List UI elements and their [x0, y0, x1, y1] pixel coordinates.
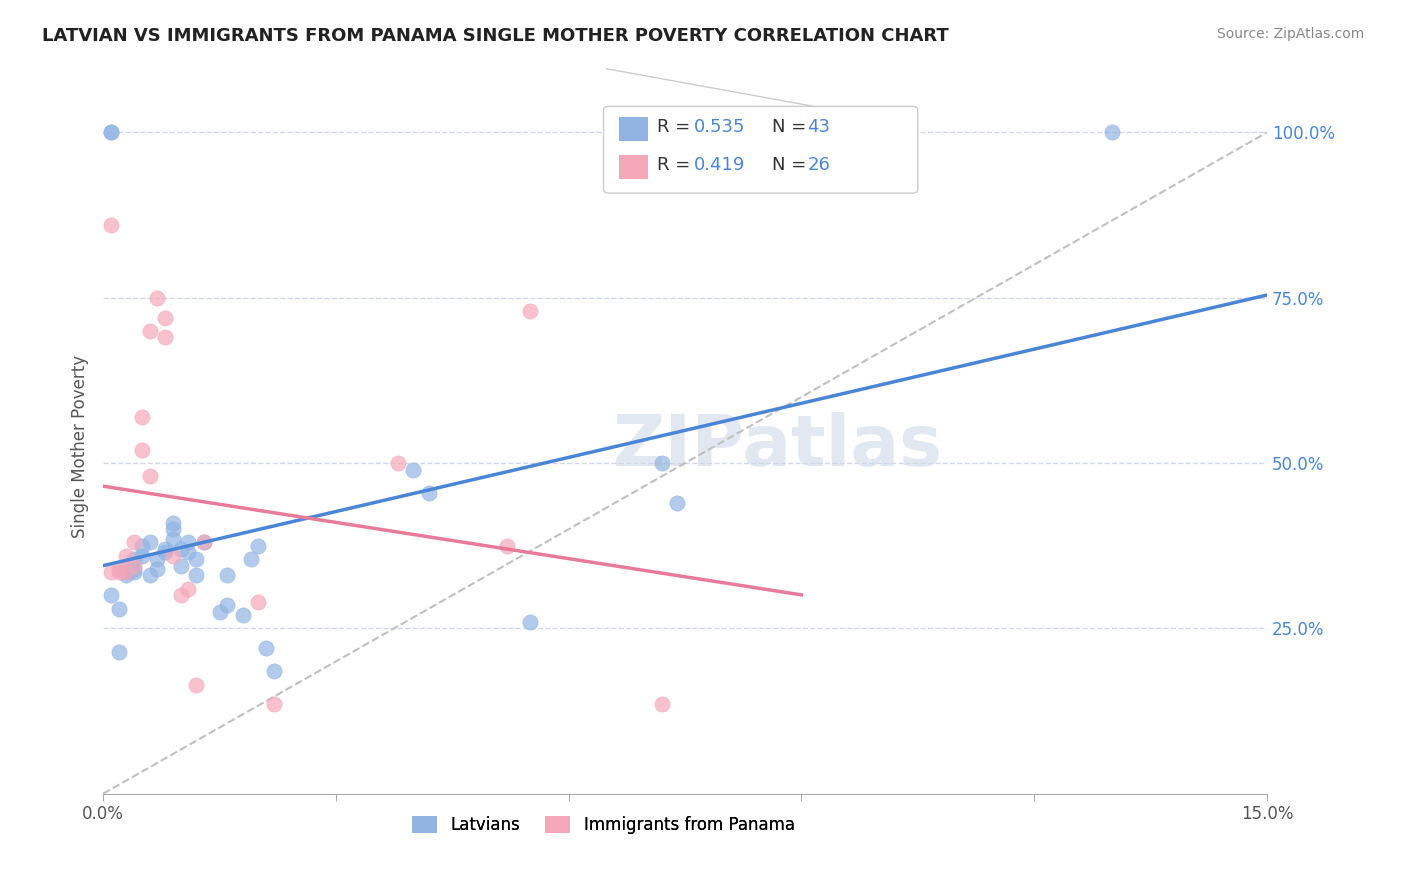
Point [1101, 126, 1123, 140]
Point [232, 608, 254, 623]
Point [208, 605, 231, 619]
Point [131, 442, 153, 457]
Point [162, 549, 184, 563]
Point [153, 310, 176, 325]
Point [254, 641, 277, 656]
Point [131, 549, 153, 563]
FancyBboxPatch shape [619, 117, 648, 141]
Point [170, 542, 193, 557]
Point [495, 539, 517, 553]
Point [100, 588, 122, 602]
Point [263, 698, 285, 712]
Point [162, 516, 184, 530]
Point [170, 558, 193, 573]
Point [138, 324, 160, 338]
Text: N =: N = [772, 156, 807, 174]
Point [651, 698, 673, 712]
Legend: Latvians, Immigrants from Panama: Latvians, Immigrants from Panama [406, 809, 801, 841]
Point [162, 532, 184, 546]
Point [100, 126, 122, 140]
Point [217, 568, 239, 582]
Point [186, 677, 208, 691]
Point [138, 568, 160, 582]
Point [239, 552, 262, 566]
Point [100, 126, 122, 140]
Point [115, 549, 138, 563]
Text: 43: 43 [807, 119, 830, 136]
Point [387, 456, 409, 470]
Point [122, 552, 145, 566]
Point [193, 535, 215, 549]
Point [115, 565, 138, 579]
Point [177, 535, 200, 549]
Point [122, 558, 145, 573]
Point [146, 552, 169, 566]
FancyBboxPatch shape [603, 106, 918, 194]
Point [138, 469, 160, 483]
Point [519, 615, 541, 629]
Point [177, 545, 200, 559]
Point [131, 409, 153, 424]
Point [107, 601, 129, 615]
Point [186, 552, 208, 566]
Point [115, 565, 138, 579]
Point [131, 539, 153, 553]
Text: 0.419: 0.419 [695, 156, 745, 174]
Point [193, 535, 215, 549]
Point [519, 304, 541, 318]
Point [217, 599, 239, 613]
Point [651, 456, 673, 470]
Text: R =: R = [657, 156, 690, 174]
Text: 26: 26 [807, 156, 830, 174]
Point [138, 535, 160, 549]
Text: Source: ZipAtlas.com: Source: ZipAtlas.com [1216, 27, 1364, 41]
Point [122, 565, 145, 579]
Text: ZIPatlas: ZIPatlas [613, 412, 943, 481]
Point [162, 522, 184, 536]
Point [247, 539, 270, 553]
Point [146, 562, 169, 576]
Point [418, 486, 440, 500]
Point [115, 562, 138, 576]
Point [263, 665, 285, 679]
Text: LATVIAN VS IMMIGRANTS FROM PANAMA SINGLE MOTHER POVERTY CORRELATION CHART: LATVIAN VS IMMIGRANTS FROM PANAMA SINGLE… [42, 27, 949, 45]
Point [100, 565, 122, 579]
Point [115, 568, 138, 582]
Point [107, 565, 129, 579]
Point [170, 588, 193, 602]
Text: 0.535: 0.535 [695, 119, 745, 136]
Point [177, 582, 200, 596]
Y-axis label: Single Mother Poverty: Single Mother Poverty [72, 355, 89, 538]
Point [402, 463, 425, 477]
Point [153, 545, 176, 559]
Point [122, 562, 145, 576]
Point [146, 291, 169, 305]
Text: R =: R = [657, 119, 690, 136]
Point [107, 644, 129, 658]
Text: N =: N = [772, 119, 807, 136]
Point [247, 595, 270, 609]
Point [153, 542, 176, 557]
Point [122, 535, 145, 549]
Point [100, 218, 122, 232]
Point [153, 330, 176, 344]
Point [107, 562, 129, 576]
Point [666, 496, 689, 510]
Point [186, 568, 208, 582]
FancyBboxPatch shape [619, 155, 648, 179]
